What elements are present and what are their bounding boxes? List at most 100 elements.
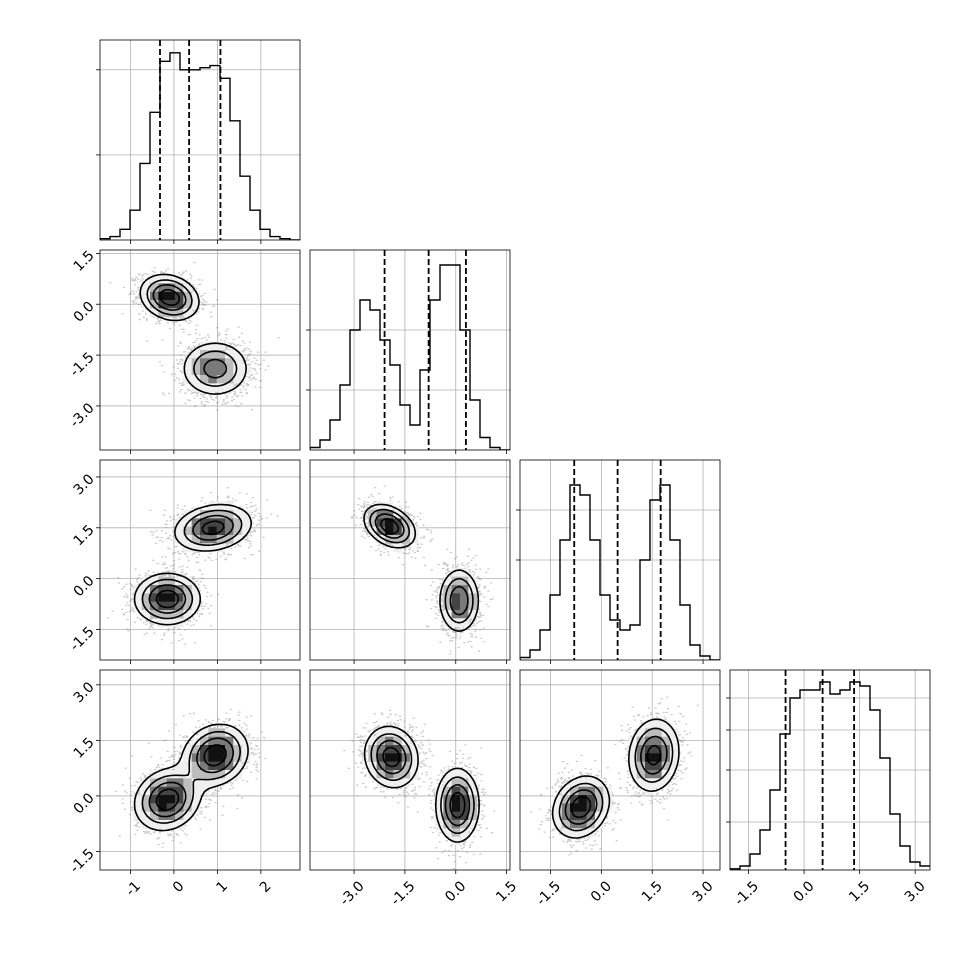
panel-background [310, 460, 510, 660]
panel-inner [310, 670, 510, 870]
density-cell [385, 518, 394, 527]
density-cell [578, 803, 587, 812]
density-cell [451, 585, 461, 594]
panel-background [100, 460, 300, 660]
panel-inner [520, 670, 720, 870]
density-cell [150, 811, 159, 821]
density-cell [191, 778, 201, 787]
x-tick-label: -1.5 [533, 878, 564, 909]
density-cell [191, 535, 201, 544]
density-cell [191, 745, 201, 754]
density-cell [653, 745, 662, 754]
density-cell [561, 786, 571, 796]
density-cell [561, 820, 571, 829]
density-cell [158, 795, 167, 804]
density-contour [380, 518, 400, 535]
density-cell [208, 753, 217, 762]
density-cell [225, 770, 234, 779]
density-cell [628, 761, 637, 771]
density-contour [370, 733, 475, 834]
density-cell [216, 383, 226, 392]
density-cell [191, 736, 201, 746]
density-cell [645, 753, 654, 762]
density-cell [158, 593, 167, 602]
density-cell [451, 778, 461, 787]
density-cell [166, 820, 176, 829]
density-cell [233, 761, 242, 771]
density-cell [175, 786, 184, 796]
density-cell [166, 593, 176, 602]
density-cell [141, 576, 151, 586]
density-cell [216, 350, 226, 359]
density-cell [653, 753, 662, 762]
density-cell [208, 366, 217, 376]
density-cell [175, 308, 184, 317]
density-cell [645, 728, 654, 737]
density-cell [175, 820, 184, 829]
density-cell [443, 786, 452, 796]
density-cell [603, 803, 612, 812]
density-cell [595, 803, 604, 812]
panel-inner [310, 250, 510, 450]
density-cell [158, 820, 167, 829]
histogram-step-line [100, 52, 300, 240]
density-cell [141, 601, 151, 611]
density-cell [200, 745, 209, 754]
density-cell [443, 576, 452, 586]
density-cell [225, 745, 234, 754]
density-cell [150, 795, 159, 804]
density-cell [183, 803, 192, 812]
histogram-panel-1 [306, 249, 511, 451]
density-cell [183, 601, 192, 611]
density-cell [578, 786, 587, 796]
density-cell [191, 770, 201, 779]
density-cell [451, 820, 461, 829]
density-cell [175, 795, 184, 804]
density-cell [208, 350, 217, 359]
density-cell [225, 358, 234, 367]
density-cell [376, 745, 386, 754]
density-cell [233, 526, 242, 536]
panel-frame [309, 669, 511, 871]
density-cell [166, 786, 176, 796]
density-cell [208, 501, 217, 511]
density-cell [233, 753, 242, 762]
density-cell [183, 761, 192, 771]
density-cell [175, 576, 184, 586]
density-cell [166, 610, 176, 619]
y-tick-label: 0.0 [71, 299, 98, 326]
density-cell [636, 736, 646, 746]
density-panel-2 [309, 459, 511, 661]
density-cell [191, 761, 201, 771]
density-cell [216, 510, 226, 519]
x-tick-label: 1.5 [493, 878, 520, 905]
density-cell [451, 568, 461, 577]
density-cell [451, 795, 461, 804]
density-cell [225, 736, 234, 746]
density-cell [393, 745, 402, 754]
density-cell [183, 778, 192, 787]
y-tick-label: -1.5 [67, 349, 98, 380]
density-cell [451, 803, 461, 812]
density-contour [146, 279, 238, 387]
density-cell [175, 610, 184, 619]
density-cell [393, 728, 402, 737]
density-cell [435, 786, 444, 796]
density-cell [595, 778, 604, 787]
density-cell [175, 601, 184, 611]
density-cell [216, 366, 226, 376]
x-tick-label: 1 [213, 878, 231, 896]
density-cell [225, 383, 234, 392]
density-cell [133, 601, 142, 611]
density-cell [376, 753, 386, 762]
density-cell [216, 358, 226, 367]
density-contour [155, 520, 225, 609]
density-cell [570, 778, 579, 787]
density-cell [191, 375, 201, 384]
density-cell [183, 593, 192, 602]
density-cell [225, 761, 234, 771]
density-cell [645, 720, 654, 729]
density-cell [166, 576, 176, 586]
density-cell [183, 786, 192, 796]
density-cell [141, 593, 151, 602]
